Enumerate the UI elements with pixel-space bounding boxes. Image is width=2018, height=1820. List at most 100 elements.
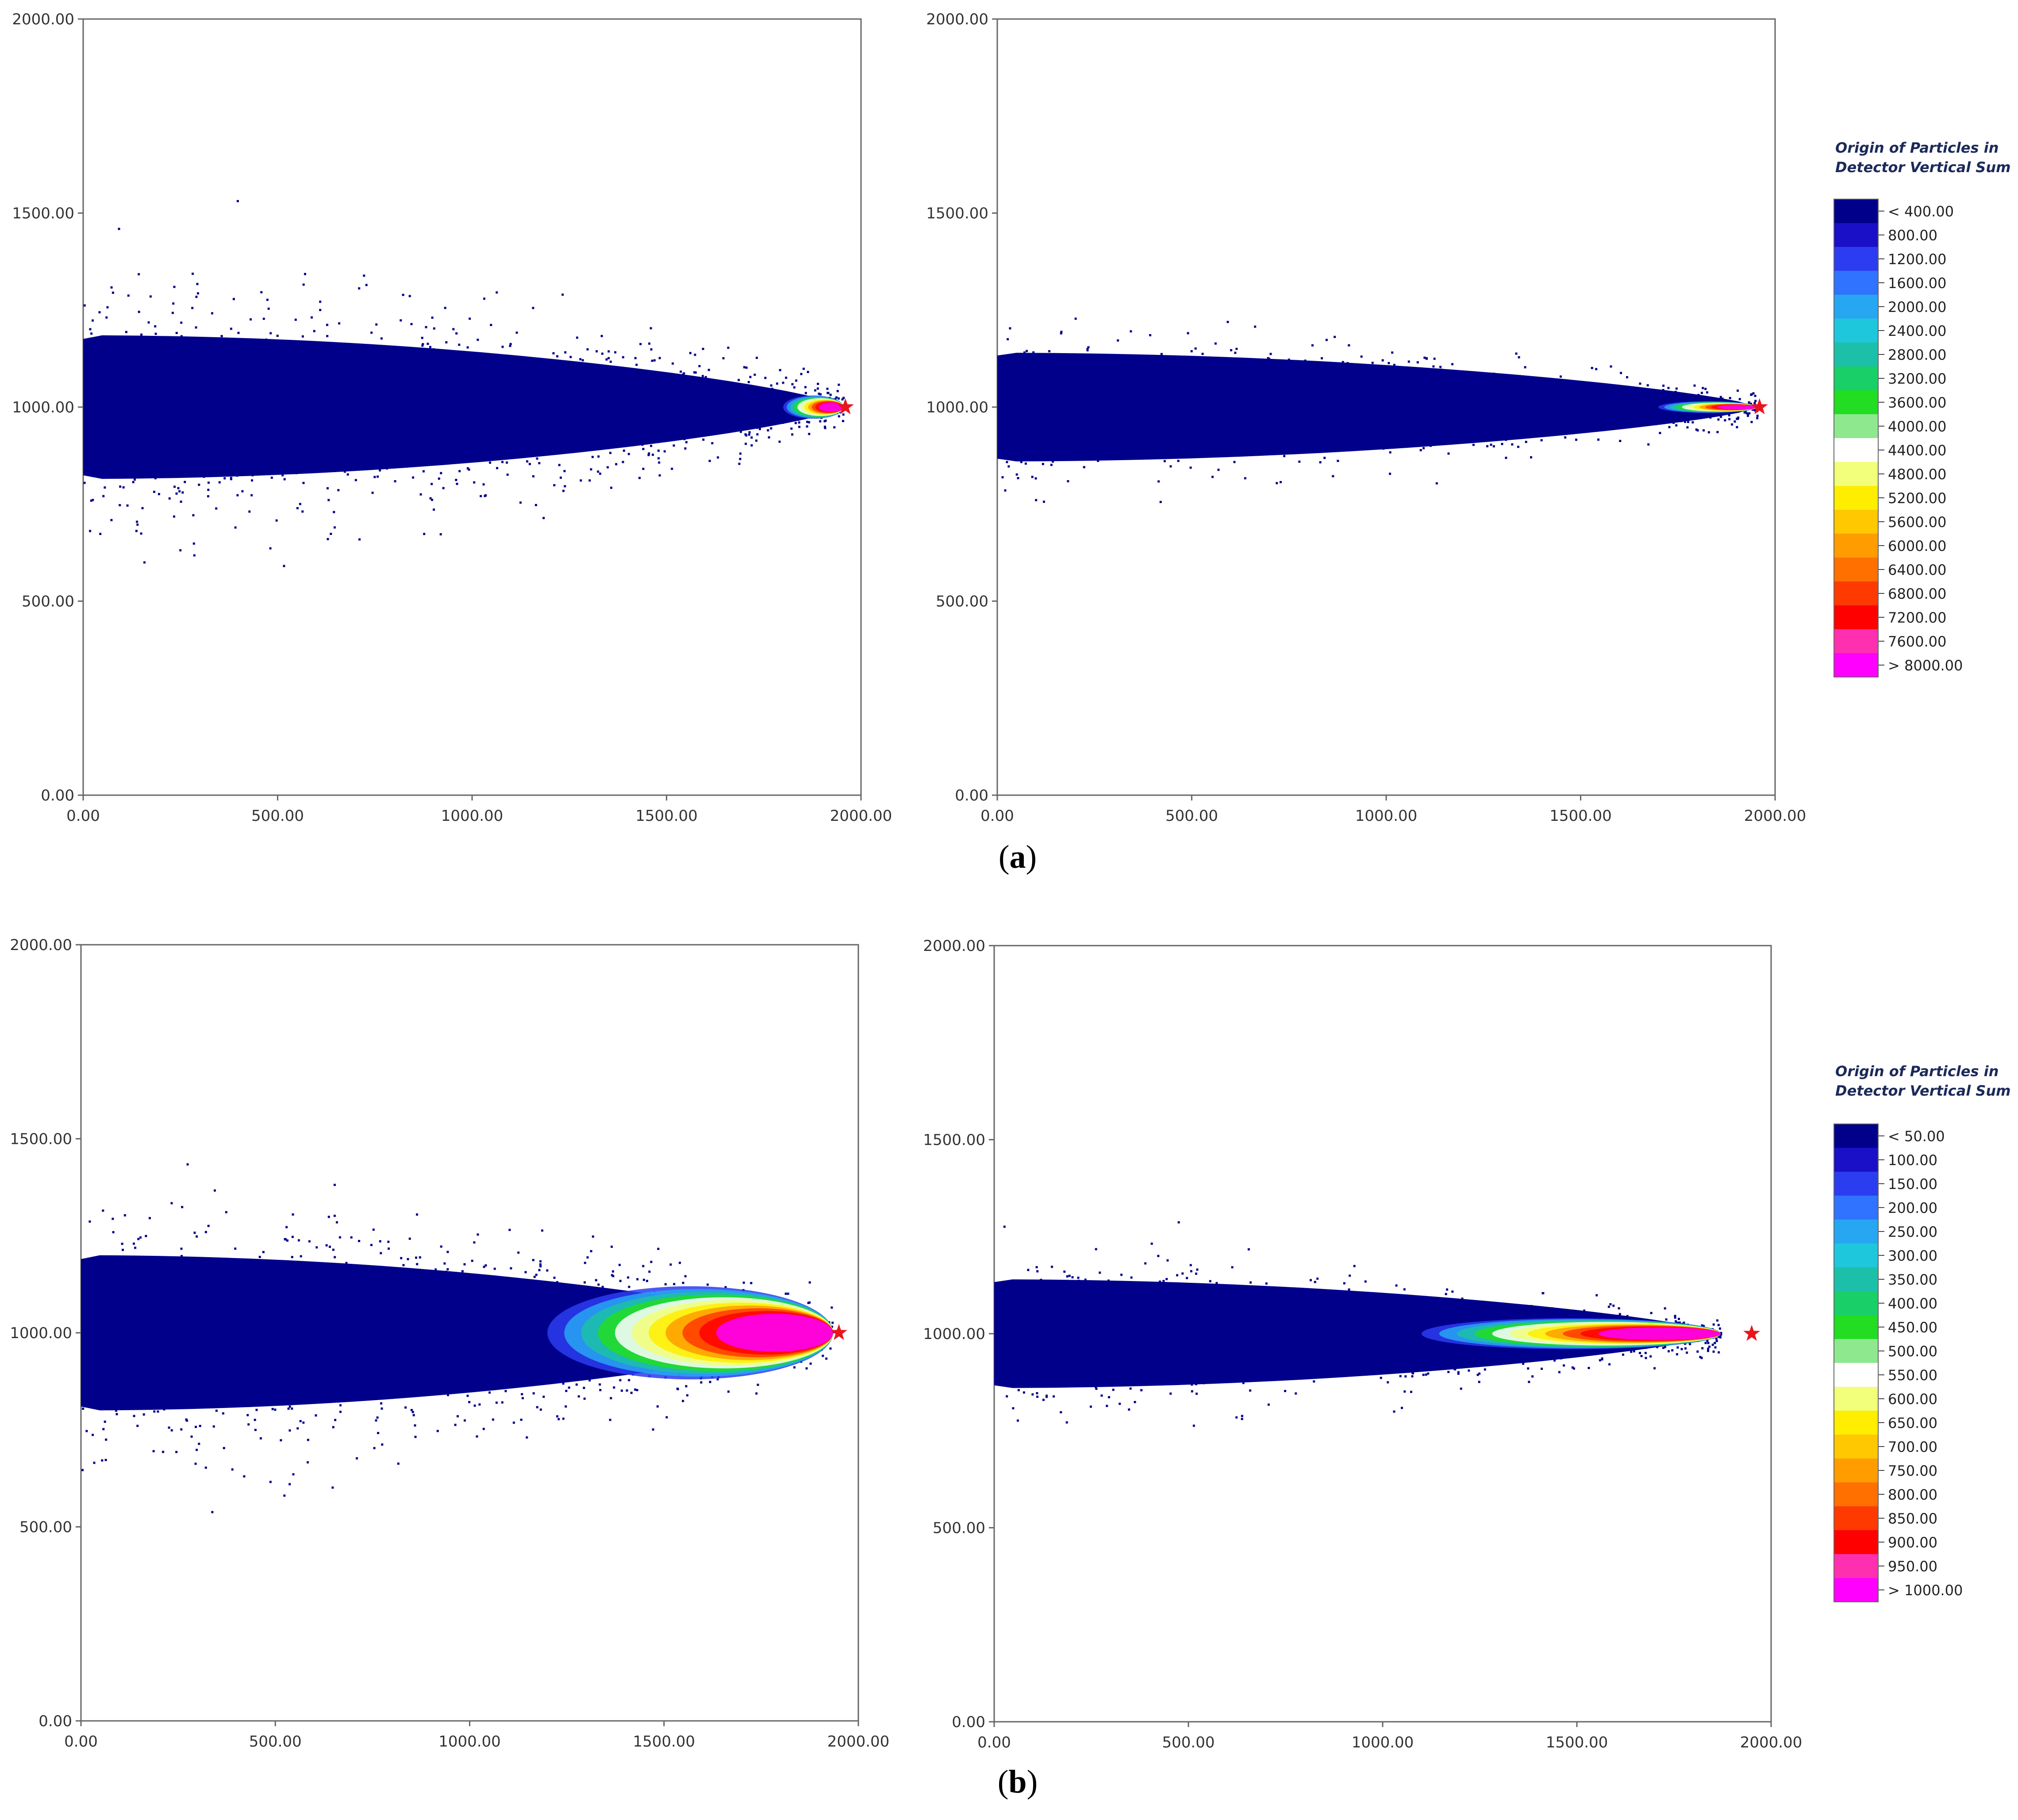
particle-dot [102,1209,104,1212]
particle-dot [484,494,487,496]
particle-dot [1035,499,1038,501]
x-tick-label: 0.00 [66,807,100,825]
particle-dot [365,284,368,286]
particle-dot [664,1283,667,1285]
particle-dot [1457,1372,1460,1375]
particle-dot [1706,391,1708,394]
particle-dot [1639,382,1641,385]
particle-dot [747,381,750,383]
particle-dot [133,1243,135,1245]
particle-dot [535,1274,538,1276]
particle-dot [153,491,155,493]
y-tick-label: 1500.00 [926,205,988,223]
particle-dot [225,1211,227,1213]
particle-dot [1280,481,1282,483]
particle-dot [246,1414,249,1416]
particle-dot [755,1392,758,1395]
particle-dot [301,335,304,338]
particle-dot [588,1379,591,1381]
particle-dot [332,1426,334,1428]
particle-dot [332,1248,334,1251]
particle-dot [626,1389,628,1392]
particle-dot [1006,461,1008,463]
particle-dot [152,1450,155,1452]
particle-dot [1517,446,1519,448]
particle-dot [539,1408,542,1411]
particle-dot [299,503,301,505]
particle-dot [1006,1395,1008,1398]
particle-dot [586,1256,589,1259]
particle-dot [798,421,800,424]
particle-dot [835,396,838,399]
particle-dot [394,480,396,483]
particle-dot [471,1259,473,1262]
particle-dot [824,427,826,429]
x-tick-label: 1000.00 [438,1733,501,1751]
particle-dot [558,464,561,466]
particle-dot [1738,398,1741,400]
particle-dot [327,1216,330,1218]
particle-dot [444,307,446,309]
particle-dot [638,477,641,479]
particle-dot [656,1405,659,1408]
particle-dot [197,292,199,295]
particle-dot [90,332,93,335]
particle-dot [168,497,171,500]
particle-dot [1511,443,1514,446]
particle-dot [1736,426,1738,428]
particle-dot [749,376,752,378]
particle-dot [373,1447,376,1450]
particle-dot [524,1271,527,1274]
particle-dot [336,1221,338,1224]
particle-dot [483,1266,485,1268]
particle-dot [1714,1346,1717,1349]
particle-dot [534,504,537,506]
particle-dot [134,1247,137,1249]
particle-dot [410,323,413,325]
particle-dot [596,350,598,353]
particle-dot [680,370,682,373]
particle-dot [636,1389,638,1391]
particle-dot [375,323,378,326]
particle-dot [181,1206,184,1208]
particle-dot [274,1408,277,1411]
particle-dot [1007,338,1009,341]
particle-dot [842,420,844,422]
particle-dot [132,481,135,483]
particle-dot [180,335,183,338]
particle-dot [415,1256,417,1259]
particle-dot [175,1451,178,1453]
particle-dot [634,1388,637,1391]
particle-dot [532,1392,535,1395]
particle-dot [1284,1390,1287,1392]
particle-dot [1435,482,1438,485]
particle-dot [280,1439,282,1442]
particle-dot [597,455,600,458]
particle-dot [1087,346,1090,349]
particle-dot [260,291,263,293]
particle-dot [184,481,186,483]
particle-dot [776,382,778,385]
particle-dot [136,520,138,523]
particle-dot [1646,384,1649,387]
particle-dot [504,1390,507,1393]
particle-dot [630,1392,633,1394]
particle-dot [1189,1264,1192,1266]
particle-dot [750,1282,753,1285]
particle-dot [1703,1325,1705,1327]
particle-dot [1668,426,1671,428]
particle-dot [619,1280,622,1282]
particle-dot [553,1277,556,1279]
particle-dot [302,1421,305,1424]
particle-dot [283,1494,286,1497]
particle-dot [823,425,826,428]
particle-dot [1686,426,1689,429]
particle-dot [333,511,335,513]
particle-dot [234,1247,237,1250]
y-tick-label: 2000.00 [926,11,988,28]
particle-dot [588,479,591,482]
particle-dot [173,515,175,518]
particle-dot [1423,356,1426,359]
particle-dot [236,200,239,202]
particle-dot [1020,461,1022,463]
